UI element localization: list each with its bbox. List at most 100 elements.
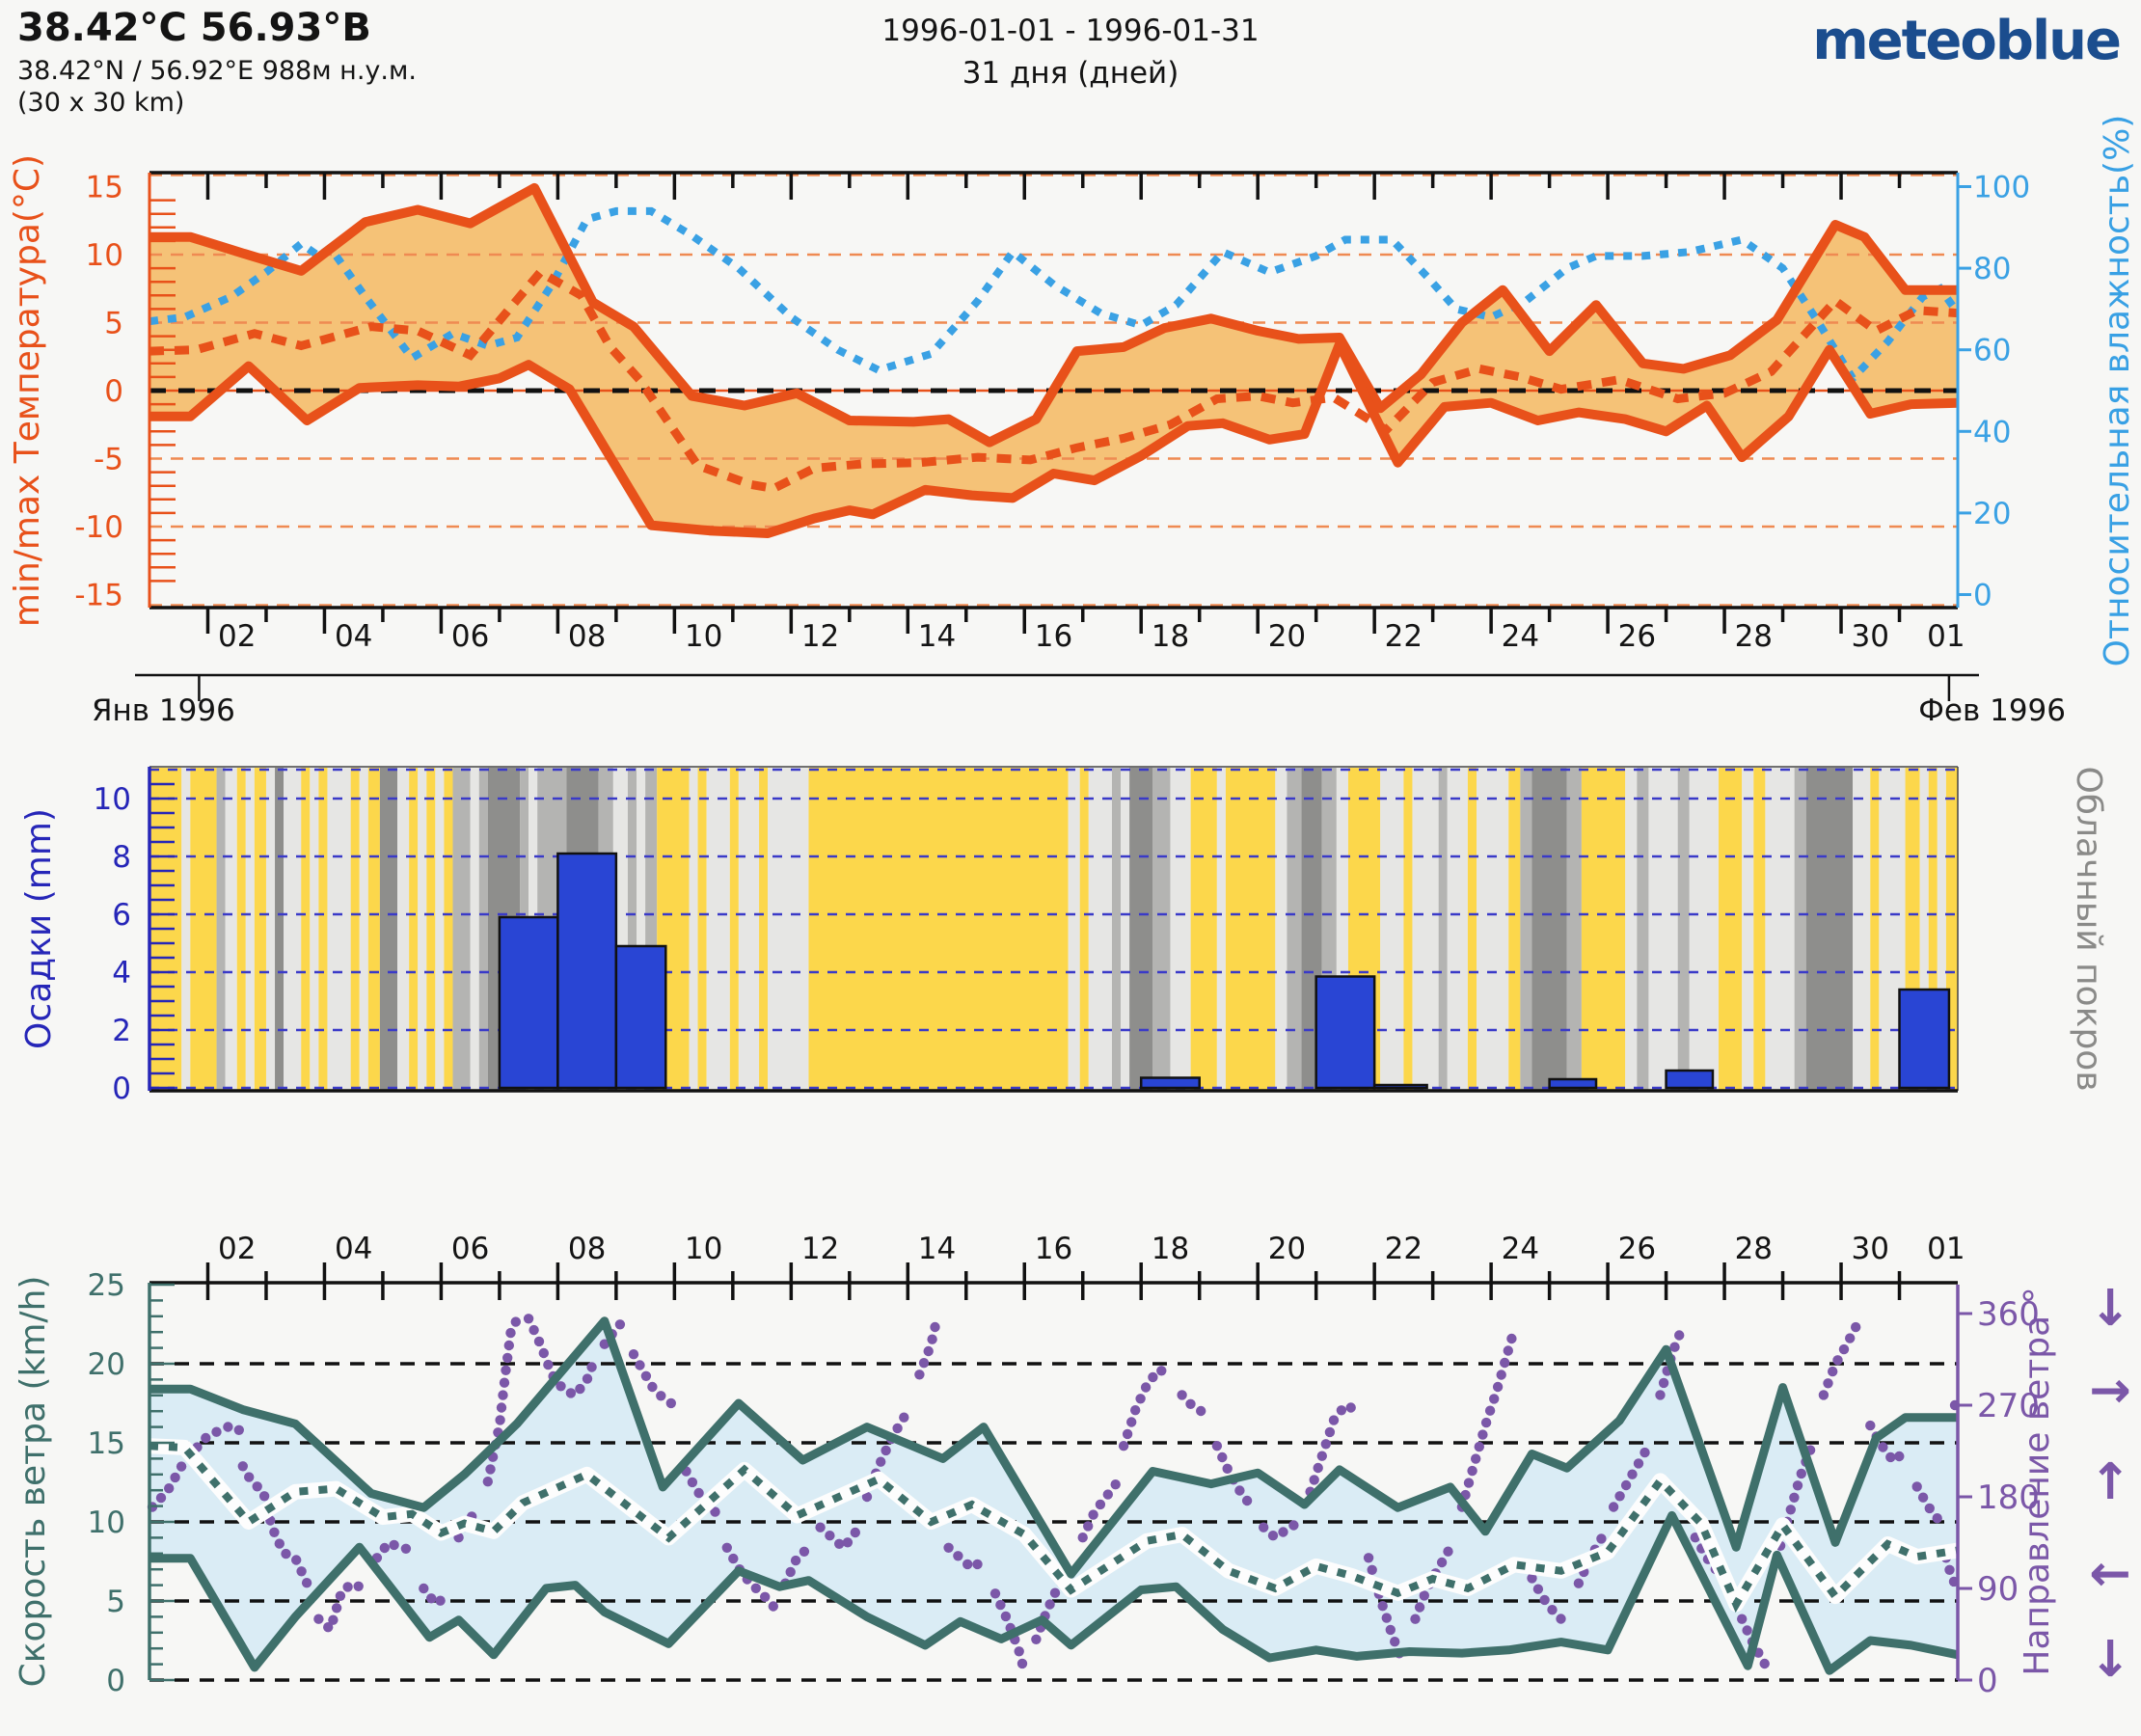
direction-arrow-icon: ↓ bbox=[2089, 1280, 2131, 1338]
cloud-cover-stripe-m bbox=[1438, 768, 1448, 1090]
direction-tick-label: 0 bbox=[1977, 1662, 1998, 1700]
day-label: 20 bbox=[1268, 1232, 1306, 1266]
wind-speed-axis-title: Скорость ветра (km/h) bbox=[14, 1276, 53, 1688]
cloud-cover-stripe-l bbox=[1068, 768, 1080, 1090]
cloud-cover-stripe-l bbox=[397, 768, 410, 1090]
temp-tick-label: 5 bbox=[104, 307, 123, 341]
cloud-cover-stripe-l bbox=[1088, 768, 1112, 1090]
cloud-cover-stripe-l bbox=[738, 768, 760, 1090]
cloud-cover-stripe-d bbox=[1531, 768, 1567, 1090]
cloud-cover-stripe-l bbox=[1275, 768, 1287, 1090]
cloud-cover-stripe-l bbox=[418, 768, 427, 1090]
humidity-tick-label: 40 bbox=[1973, 415, 2011, 449]
grid-resolution: (30 x 30 km) bbox=[17, 88, 185, 118]
cloud-cover-stripe-y bbox=[1225, 768, 1276, 1090]
cloud-cover-stripe-l bbox=[1648, 768, 1678, 1090]
precip-tick-label: 6 bbox=[112, 898, 131, 933]
cloud-cover-stripe-m bbox=[1637, 768, 1649, 1090]
precipitation-bar-day-18 bbox=[1139, 1076, 1201, 1090]
temperature-max-line bbox=[149, 182, 1958, 448]
wind-tick-label: 5 bbox=[106, 1585, 125, 1619]
day-label: 22 bbox=[1385, 1232, 1423, 1266]
cloud-cover-stripe-y bbox=[444, 768, 453, 1090]
cloud-cover-stripe-m bbox=[1520, 768, 1532, 1090]
precip-tick-label: 2 bbox=[112, 1014, 131, 1048]
day-label: 14 bbox=[918, 1232, 956, 1266]
day-label: 10 bbox=[685, 619, 722, 654]
precipitation-bar-day-31 bbox=[1898, 988, 1951, 1090]
day-label: 24 bbox=[1502, 1232, 1539, 1266]
direction-tick-label: 360 bbox=[1977, 1295, 2040, 1334]
cloud-cover-stripe-y bbox=[1870, 768, 1880, 1090]
precip-tick-label: 8 bbox=[112, 840, 131, 875]
precipitation-bar-day-27 bbox=[1665, 1069, 1715, 1090]
cloud-cover-stripe-y bbox=[697, 768, 707, 1090]
precipitation-panel: 0 2 4 6 8 10 bbox=[94, 766, 1959, 1106]
day-label: 22 bbox=[1385, 619, 1423, 654]
day-label: 28 bbox=[1735, 619, 1773, 654]
day-label: 02 bbox=[218, 1232, 256, 1266]
cloud-cover-stripe-l bbox=[1170, 768, 1191, 1090]
header: 38.42°С 56.93°В 38.42°N / 56.92°E 988м н… bbox=[0, 0, 2141, 121]
cloud-cover-stripe-l bbox=[1447, 768, 1468, 1090]
month-label-right: Фев 1996 bbox=[1918, 693, 2066, 728]
temp-tick-label: -10 bbox=[74, 510, 123, 545]
day-label: 06 bbox=[451, 1232, 489, 1266]
cloud-cover-stripe-y bbox=[1753, 768, 1766, 1090]
location-title: 38.42°С 56.93°В bbox=[17, 6, 371, 50]
cloud-cover-stripe-l bbox=[1121, 768, 1130, 1090]
temp-tick-label: -5 bbox=[94, 443, 123, 477]
cloud-cover-stripe-y bbox=[350, 768, 360, 1090]
temp-tick-label: 15 bbox=[86, 171, 123, 205]
cloud-cover-stripe-l bbox=[1765, 768, 1795, 1090]
day-label: 08 bbox=[568, 1232, 606, 1266]
cloud-cover-stripe-l bbox=[284, 768, 302, 1090]
day-label: 26 bbox=[1618, 1232, 1656, 1266]
day-count: 31 дня (дней) bbox=[962, 56, 1179, 91]
cloud-cover-stripe-y bbox=[1403, 768, 1413, 1090]
temp-tick-label: 0 bbox=[104, 374, 123, 409]
meteoblue-logo[interactable]: meteoblue bbox=[1812, 10, 2122, 72]
wind-tick-label: 15 bbox=[88, 1426, 125, 1461]
day-label: 02 bbox=[218, 619, 256, 654]
cloud-cover-stripe-d bbox=[1129, 768, 1153, 1090]
precipitation-bar-day-22 bbox=[1372, 1083, 1428, 1090]
cloud-cover-stripe-y bbox=[1581, 768, 1626, 1090]
cloud-cover-stripe-y bbox=[1467, 768, 1477, 1090]
cloud-cover-stripe-m bbox=[1152, 768, 1171, 1090]
direction-arrow-icon: ← bbox=[2089, 1545, 2131, 1603]
month-axis bbox=[135, 673, 1979, 701]
cloud-cover-stripe-l bbox=[1625, 768, 1638, 1090]
cloud-cover-stripe-l bbox=[706, 768, 730, 1090]
day-label: 04 bbox=[335, 619, 372, 654]
cloud-cover-stripe-l bbox=[1380, 768, 1404, 1090]
cloud-cover-stripe-l bbox=[435, 768, 445, 1090]
wind-tick-label: 20 bbox=[88, 1347, 125, 1382]
day-label: 28 bbox=[1735, 1232, 1773, 1266]
cloud-cover-stripe-y bbox=[729, 768, 739, 1090]
direction-tick-label: 180 bbox=[1977, 1478, 2040, 1517]
day-label: 16 bbox=[1035, 1232, 1072, 1266]
cloud-cover-stripe-l bbox=[1742, 768, 1754, 1090]
temperature-min-line bbox=[149, 339, 1959, 538]
cloud-cover-stripe-m bbox=[1566, 768, 1582, 1090]
cloud-cover-stripe-y bbox=[318, 768, 328, 1090]
wind-tick-label: 10 bbox=[88, 1505, 125, 1540]
cloud-cover-stripe-d bbox=[275, 768, 285, 1090]
precip-tick-label: 4 bbox=[112, 956, 131, 990]
day-label: 12 bbox=[801, 1232, 839, 1266]
precipitation-bar-day-21 bbox=[1314, 975, 1376, 1090]
cloud-cover-stripe-m bbox=[216, 768, 226, 1090]
cloud-cover-stripe-l bbox=[1937, 768, 1946, 1090]
cloud-cover-stripe-y bbox=[759, 768, 769, 1090]
precip-tick-label: 10 bbox=[94, 782, 131, 817]
precipitation-bar-day-9 bbox=[614, 944, 667, 1090]
day-label: 14 bbox=[918, 619, 956, 654]
temperature-axis-title: min/max Температура(°C) bbox=[8, 154, 47, 627]
precipitation-bar-day-8 bbox=[556, 852, 618, 1090]
cloud-cover-stripe-m bbox=[1677, 768, 1690, 1090]
wind-direction-axis-title: Направление ветра ° bbox=[2018, 1287, 2057, 1675]
cloud-cover-stripe-y bbox=[301, 768, 311, 1090]
direction-tick-label: 270 bbox=[1977, 1387, 2040, 1425]
